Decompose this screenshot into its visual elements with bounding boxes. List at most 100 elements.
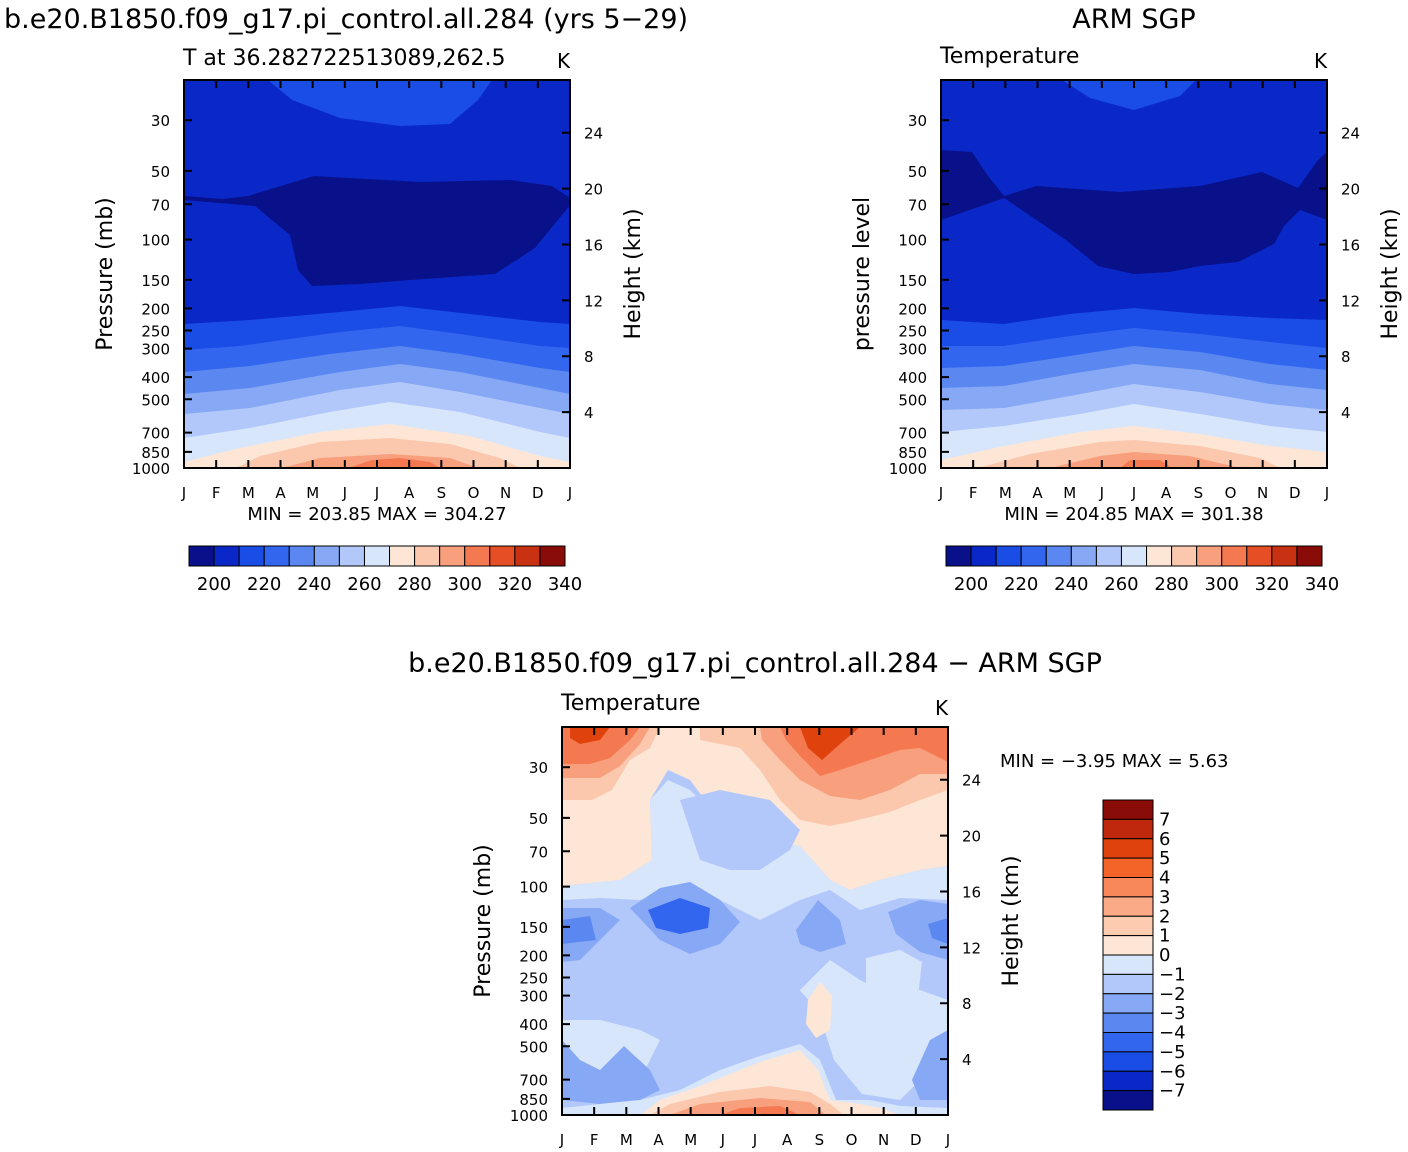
panel-diff-ylabel-right: Height (km) [999, 855, 1024, 986]
y-tick-label: 50 [529, 810, 548, 828]
x-tick-label: S [815, 1131, 825, 1149]
colorbar-label: 6 [1159, 829, 1170, 850]
y-tick-label: 200 [898, 300, 927, 318]
colorbar-swatch [1102, 1012, 1154, 1033]
y-tick-label: 50 [151, 163, 170, 181]
colorbar-swatch [1221, 545, 1248, 567]
colorbar-label: 340 [1305, 574, 1339, 595]
panel-diff-contours [562, 727, 948, 1115]
contour-fill [888, 900, 948, 960]
x-tick-label: J [374, 484, 379, 502]
height-tick-label: 20 [1341, 181, 1360, 199]
colorbar-swatch [1102, 954, 1154, 975]
colorbar-label: −3 [1159, 1003, 1186, 1024]
x-tick-label: F [212, 484, 221, 502]
contour-fill [570, 727, 610, 744]
y-tick-label: 70 [151, 196, 170, 214]
colorbar-swatch [464, 545, 491, 567]
x-tick-label: N [1257, 484, 1268, 502]
colorbar-swatch [414, 545, 441, 567]
x-tick-label: N [500, 484, 511, 502]
height-tick-label: 12 [962, 939, 981, 957]
x-tick-label: A [275, 484, 286, 502]
colorbar-label: 0 [1159, 945, 1170, 966]
colorbar-swatch [1120, 545, 1148, 567]
colorbar-label: 340 [548, 574, 582, 595]
y-tick-label: 70 [908, 196, 927, 214]
y-tick-label: 700 [141, 425, 170, 443]
colorbar-swatch [1146, 545, 1173, 567]
colorbar-swatch [238, 545, 265, 567]
panel-model-colorbar: 200 220 240 260 280 300 320 340 [188, 545, 582, 595]
colorbar-label: 3 [1159, 887, 1170, 908]
contour-fill [680, 790, 800, 870]
height-tick-label: 16 [584, 236, 603, 254]
colorbar-swatch [1171, 545, 1198, 567]
colorbar-swatch [389, 545, 416, 567]
colorbar-label: 300 [1205, 574, 1239, 595]
height-tick-label: 24 [1341, 125, 1360, 143]
colorbar-label: 320 [1255, 574, 1289, 595]
y-tick-label: 30 [151, 112, 170, 130]
panel-obs-ylabel-left: pressure level [850, 197, 875, 351]
y-tick-label: 100 [898, 232, 927, 250]
colorbar-swatch [1095, 545, 1122, 567]
y-tick-label: 250 [141, 323, 170, 341]
colorbar-swatch [1102, 1070, 1154, 1092]
y-tick-label: 150 [898, 272, 927, 290]
contour-fill [928, 918, 948, 944]
x-tick-label: A [404, 484, 415, 502]
x-tick-label: M [1063, 484, 1076, 502]
colorbar-label: −1 [1159, 964, 1186, 985]
height-tick-label: 4 [584, 404, 594, 422]
panel-model-minmax: MIN = 203.85 MAX = 304.27 [247, 504, 506, 525]
panel-obs-colorbar: 200 220 240 260 280 300 320 340 [945, 545, 1339, 595]
colorbar-swatch [1102, 877, 1154, 898]
panel-diff-title: b.e20.B1850.f09_g17.pi_control.all.284 −… [408, 648, 1102, 679]
y-tick-label: 500 [141, 391, 170, 409]
colorbar-swatch [1102, 818, 1154, 840]
y-tick-label: 200 [519, 947, 548, 965]
contour-fill [800, 727, 860, 760]
height-tick-label: 4 [962, 1051, 972, 1069]
panel-model-title: b.e20.B1850.f09_g17.pi_control.all.284 (… [4, 4, 688, 35]
height-tick-label: 8 [584, 348, 594, 366]
y-tick-label: 30 [908, 112, 927, 130]
x-tick-label: M [306, 484, 319, 502]
colorbar-swatch [1271, 545, 1298, 567]
contour-fill [562, 916, 596, 944]
panel-obs-title: ARM SGP [1072, 4, 1195, 35]
height-tick-label: 16 [962, 883, 981, 901]
y-tick-label: 250 [519, 970, 548, 988]
x-tick-label: N [878, 1131, 889, 1149]
y-tick-label: 100 [141, 232, 170, 250]
x-tick-label: J [945, 1131, 950, 1149]
contour-fill [796, 900, 846, 952]
colorbar-swatch [1102, 857, 1154, 878]
colorbar-label: −2 [1159, 984, 1186, 1005]
x-tick-label: D [910, 1131, 922, 1149]
panel-obs: ARM SGP Temperature K J F M A M J J A S O N D J 30 50 7… [850, 4, 1403, 595]
y-tick-label: 1000 [889, 460, 927, 478]
x-tick-label: J [181, 484, 186, 502]
x-tick-label: J [752, 1131, 757, 1149]
colorbar-swatch [1102, 1051, 1154, 1072]
colorbar-swatch [288, 545, 315, 567]
panel-model-units: K [557, 49, 571, 73]
colorbar-label: 4 [1159, 868, 1170, 889]
colorbar-swatch [1102, 915, 1154, 937]
contour-fill [562, 1040, 660, 1104]
colorbar-label: 200 [197, 574, 231, 595]
contour-fill [648, 898, 710, 934]
height-tick-label: 24 [962, 772, 981, 790]
y-tick-label: 150 [141, 272, 170, 290]
colorbar-swatch [514, 545, 541, 567]
y-tick-label: 150 [519, 919, 548, 937]
x-tick-label: M [684, 1131, 697, 1149]
y-tick-label: 100 [519, 879, 548, 897]
panel-diff-units: K [935, 696, 949, 720]
colorbar-label: 260 [347, 574, 381, 595]
